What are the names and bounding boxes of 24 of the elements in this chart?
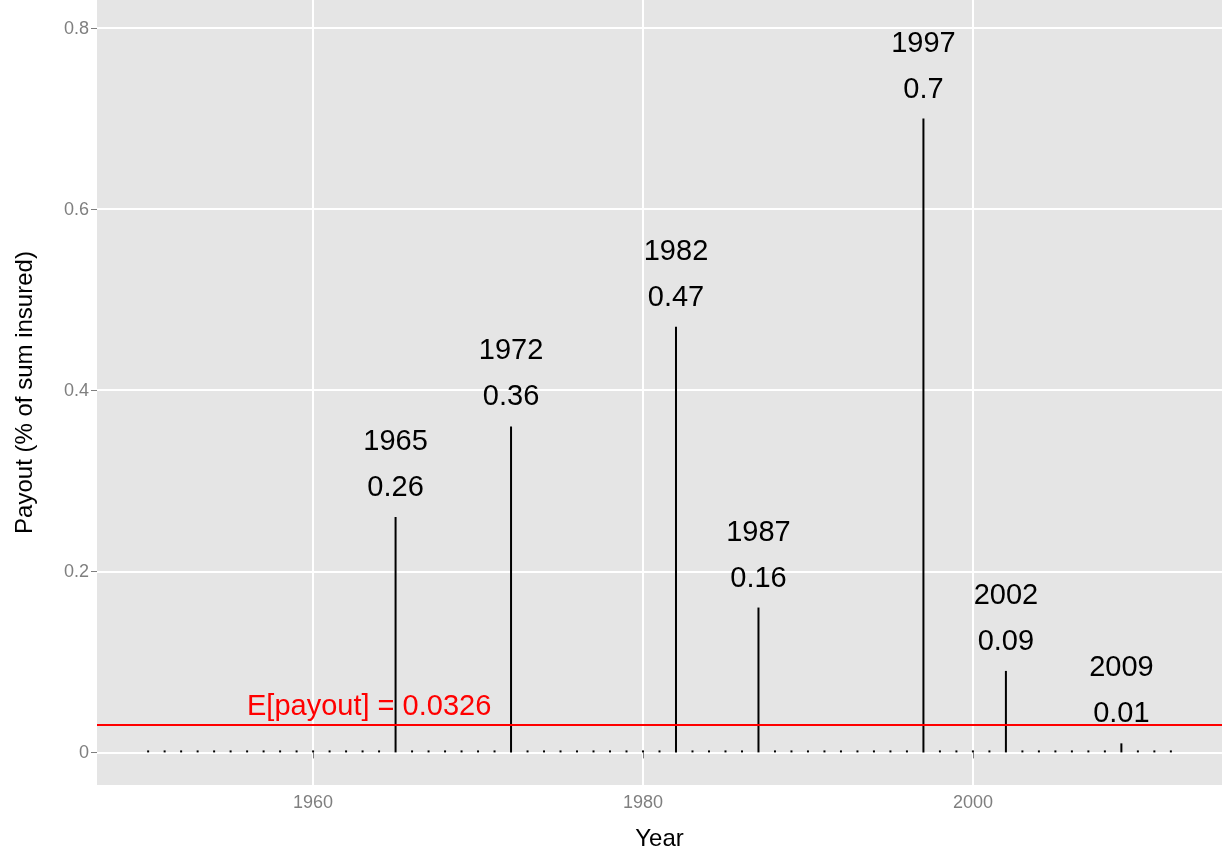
y-tick-label: 0.2 <box>63 561 89 582</box>
y-tick-label: 0 <box>78 742 89 763</box>
data-label: 2002 0.09 <box>973 577 1039 656</box>
bar <box>394 517 397 753</box>
bar <box>675 326 677 753</box>
y-axis-title: Payout (% of sum insured) <box>9 251 37 534</box>
y-tick-label: 0.4 <box>63 380 89 401</box>
bar <box>922 118 925 753</box>
x-tick-label: 1980 <box>622 792 664 812</box>
x-axis-title: Year <box>635 823 684 851</box>
data-label: 1987 0.16 <box>726 514 791 593</box>
x-tick-label: 2000 <box>952 792 993 812</box>
y-tick-label: 0.8 <box>63 18 89 39</box>
data-label: 1982 0.47 <box>643 233 709 312</box>
bar <box>1004 670 1007 753</box>
y-tick-label: 0.6 <box>63 199 89 220</box>
data-label: 1965 0.26 <box>363 424 428 502</box>
bar <box>757 607 760 753</box>
x-tick-label: 1960 <box>293 792 334 812</box>
bar <box>1120 743 1123 753</box>
ref-line-label: E[payout] = 0.0326 <box>247 688 492 721</box>
data-label: 1997 0.7 <box>891 25 956 104</box>
data-label: 2009 0.01 <box>1089 650 1154 729</box>
data-label: 1972 0.36 <box>478 333 544 412</box>
